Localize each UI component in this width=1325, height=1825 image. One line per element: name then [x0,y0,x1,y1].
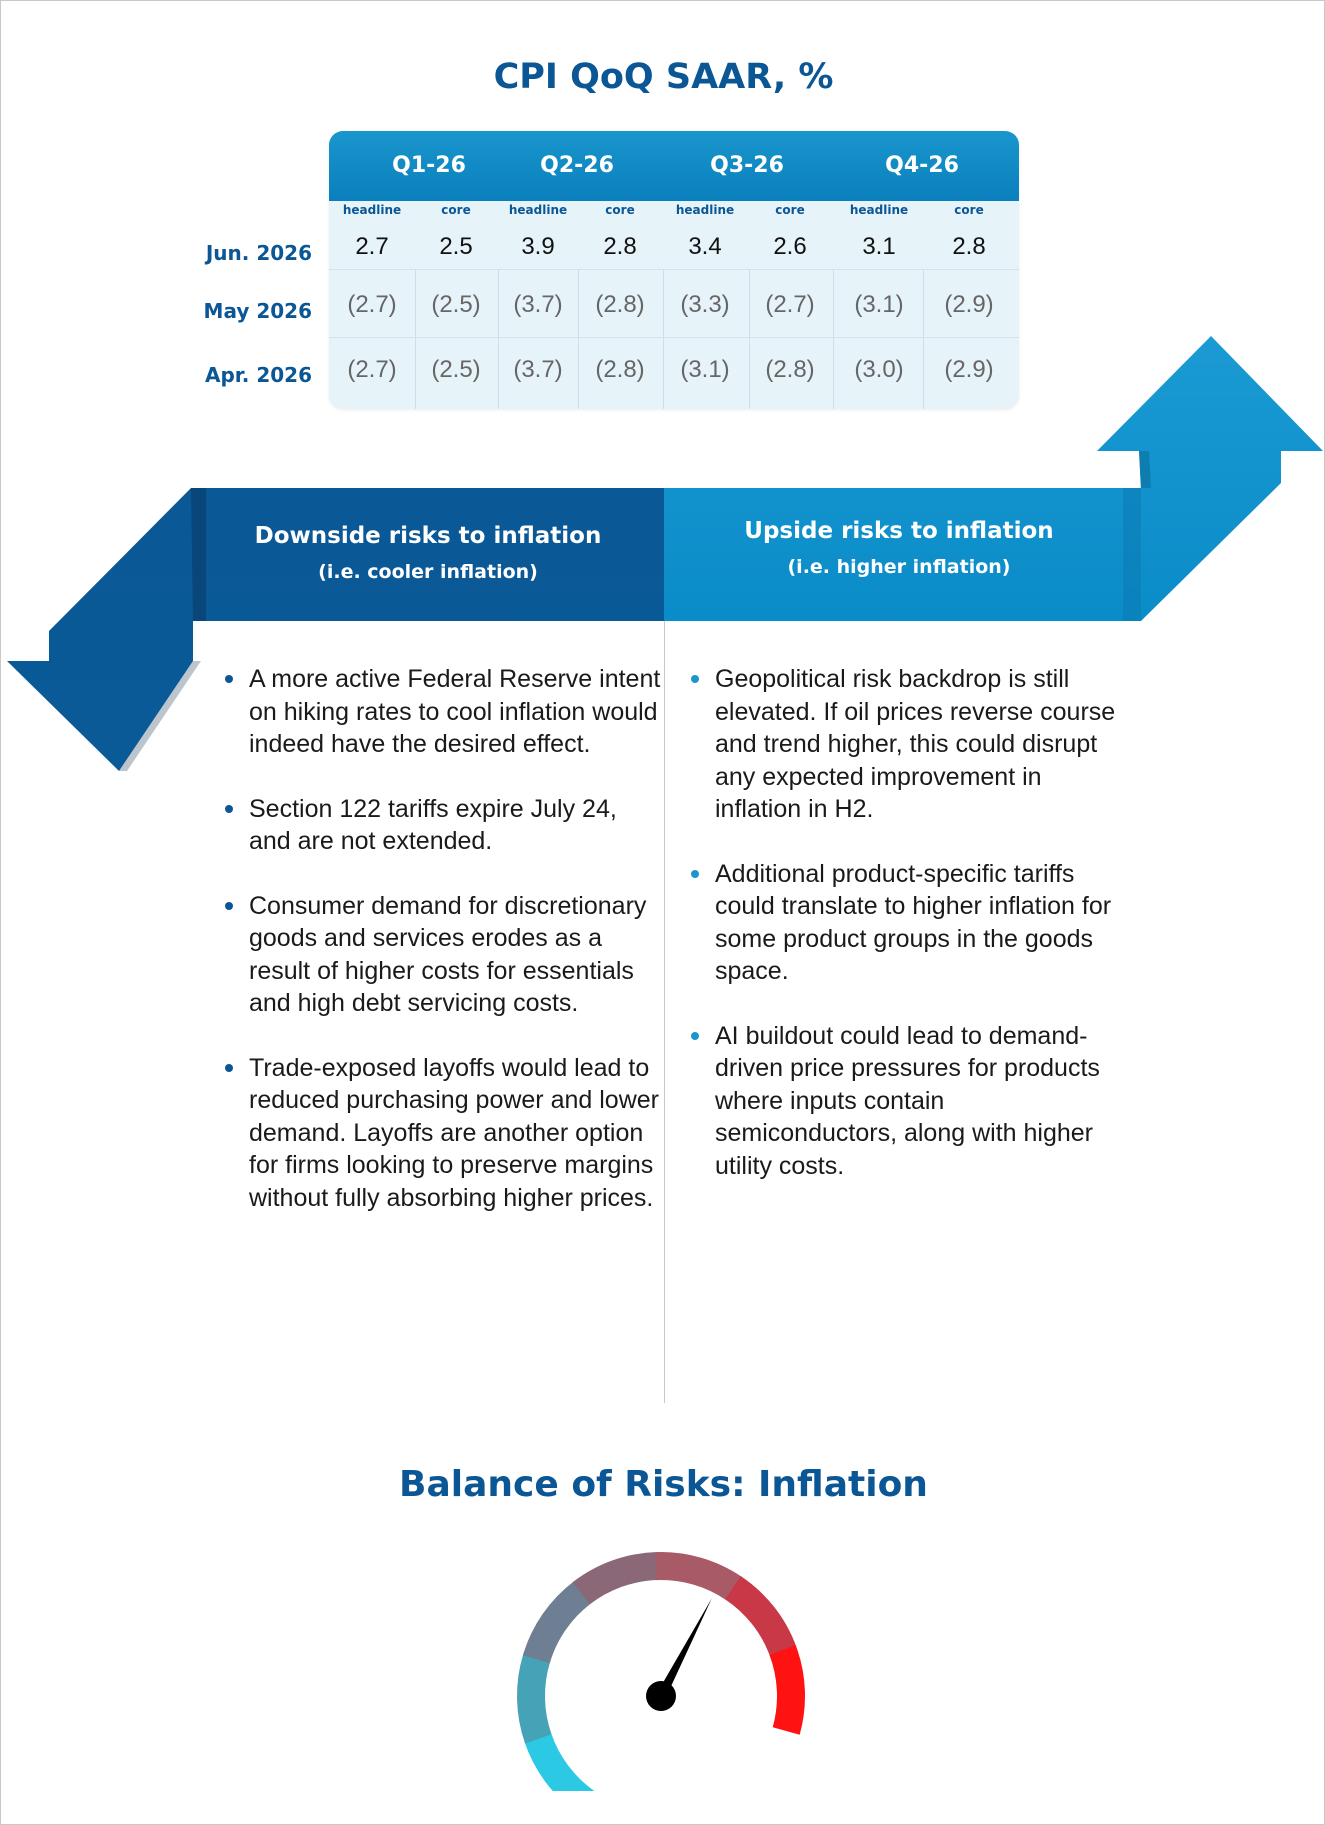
upside-subtitle: (i.e. higher inflation) [787,556,1011,578]
cpi-value-cell: 2.8 [603,233,637,260]
downside-bullet-list: A more active Federal Reserve intent on … [223,663,663,1246]
downside-bullet: Section 122 tariffs expire July 24, and … [223,793,663,858]
gauge-segment [769,1645,805,1735]
upside-bullet-list: Geopolitical risk backdrop is still elev… [689,663,1129,1214]
cpi-table-title: CPI QoQ SAAR, % [493,57,834,97]
downside-bullet: Trade-exposed layoffs would lead to redu… [223,1052,663,1215]
cpi-value-cell: (2.5) [431,356,481,383]
risk-arrows-graphic [7,336,1323,771]
gauge-segment [572,1552,659,1605]
sub-column-label: headline [675,203,735,217]
up-arrow-icon [664,336,1323,621]
cpi-value-cell: (2.7) [347,356,397,383]
upside-title: Upside risks to inflation [744,518,1054,544]
cpi-value-cell: (3.1) [680,356,730,383]
gauge-segment [522,1581,592,1664]
gauge-segment [655,1552,742,1601]
quarter-label: Q4-26 [885,153,959,178]
cpi-row-divider [329,337,1019,338]
gauge-segment [724,1576,797,1657]
up-arrow-shadow [1139,451,1151,488]
cpi-row-divider [329,269,1019,270]
sub-column-label: core [605,203,635,217]
up-arrow-fold [1123,488,1141,621]
down-arrow-fold [191,488,206,621]
cpi-value-cell: (2.5) [431,291,481,318]
quarter-label: Q2-26 [540,153,614,178]
cpi-column-divider [415,269,416,409]
cpi-column-divider [498,269,499,409]
quarter-label: Q1-26 [392,153,466,178]
cpi-value-cell: (2.9) [944,291,994,318]
cpi-column-divider [749,269,750,409]
cpi-table-header [329,131,1019,201]
cpi-value-cell: 3.1 [862,233,896,260]
gauge-hub [646,1681,676,1711]
sub-column-label: headline [342,203,402,217]
upside-bullet: Geopolitical risk backdrop is still elev… [689,663,1129,826]
cpi-row-label: Apr. 2026 [204,363,312,387]
cpi-value-cell: 3.4 [688,233,722,260]
cpi-value-cell: (3.0) [854,356,904,383]
cpi-value-cell: (3.3) [680,291,730,318]
upside-bullet: Additional product-specific tariffs coul… [689,858,1129,988]
sub-column-label: core [441,203,471,217]
gauge-segment [524,1732,595,1791]
upside-header: Upside risks to inflation (i.e. higher i… [664,518,1134,578]
cpi-value-cell: 2.7 [355,233,389,260]
downside-title: Downside risks to inflation [254,523,602,549]
upside-bullet: AI buildout could lead to demand-driven … [689,1020,1129,1183]
risk-gauge [517,1552,805,1791]
cpi-value-cell: 2.5 [439,233,473,260]
cpi-value-cell: (2.8) [595,291,645,318]
cpi-row-label: Jun. 2026 [205,241,312,265]
cpi-value-cell: (2.8) [765,356,815,383]
sub-column-label: headline [849,203,909,217]
cpi-column-divider [578,269,579,409]
downside-bullet: Consumer demand for discretionary goods … [223,890,663,1020]
cpi-value-cell: 2.8 [952,233,986,260]
cpi-value-cell: (2.7) [347,291,397,318]
downside-header: Downside risks to inflation (i.e. cooler… [193,523,663,583]
cpi-value-cell: (2.9) [944,356,994,383]
gauge-needle [656,1598,712,1699]
sub-column-label: core [954,203,984,217]
gauge-segment [517,1653,552,1744]
column-divider [664,621,665,1403]
cpi-value-cell: (2.7) [765,291,815,318]
cpi-column-divider [833,269,834,409]
down-arrow-shadow [119,661,201,771]
quarter-label: Q3-26 [710,153,784,178]
cpi-column-divider [923,269,924,409]
cpi-value-cell: (3.7) [513,291,563,318]
downside-subtitle: (i.e. cooler inflation) [318,561,538,583]
sub-column-label: headline [508,203,568,217]
cpi-value-cell: (3.7) [513,356,563,383]
balance-of-risks-title: Balance of Risks: Inflation [399,1464,928,1505]
cpi-column-divider [663,269,664,409]
downside-bullet: A more active Federal Reserve intent on … [223,663,663,761]
down-arrow-icon [7,488,664,771]
cpi-value-cell: (2.8) [595,356,645,383]
cpi-value-cell: (3.1) [854,291,904,318]
cpi-value-cell: 3.9 [521,233,555,260]
cpi-value-cell: 2.6 [773,233,807,260]
cpi-table [329,131,1019,409]
cpi-row-label: May 2026 [203,299,312,323]
sub-column-label: core [775,203,805,217]
